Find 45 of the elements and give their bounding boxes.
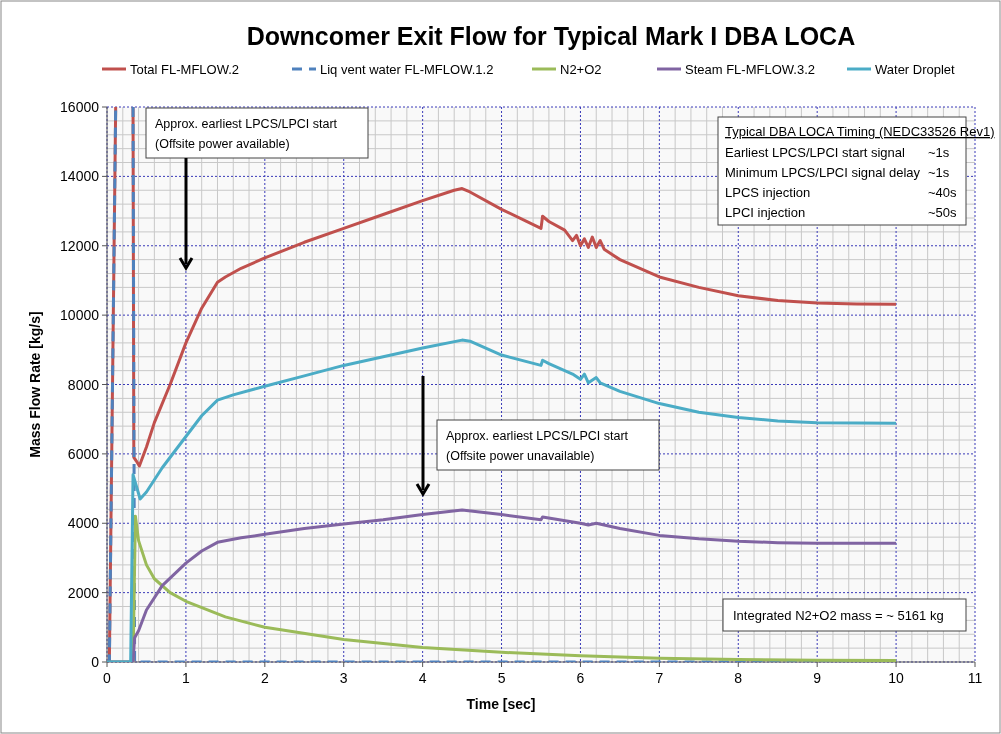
x-axis-title: Time [sec] xyxy=(466,696,536,712)
x-tick-label: 10 xyxy=(888,670,905,686)
legend-label: Liq vent water FL-MFLOW.1.2 xyxy=(320,62,494,77)
annotation: Approx. earliest LPCS/LPCI start (Offsite power available) xyxy=(155,117,338,151)
annotation: ~1s xyxy=(928,165,950,180)
annotation: ~40s xyxy=(928,185,958,200)
y-tick-label: 0 xyxy=(91,654,100,670)
annotation: LPCI injection xyxy=(725,205,806,220)
y-tick-label: 2000 xyxy=(67,584,100,601)
legend-label: N2+O2 xyxy=(560,62,602,77)
x-tick-label: 11 xyxy=(967,670,983,686)
annotation: ~1s xyxy=(928,145,950,160)
note-box: Integrated N2+O2 mass = ~ 5161 kg xyxy=(722,598,967,632)
legend-label: Steam FL-MFLOW.3.2 xyxy=(685,62,816,77)
annotation: Integrated N2+O2 mass = ~ 5161 kg xyxy=(733,608,944,623)
x-tick-label: 0 xyxy=(103,670,112,686)
y-tick-label: 10000 xyxy=(60,307,100,324)
x-tick-label: 8 xyxy=(734,670,743,686)
annotation: Typical DBA LOCA Timing (NEDC33526 Rev1) xyxy=(725,124,995,139)
x-tick-label: 5 xyxy=(497,670,506,686)
x-tick-label: 9 xyxy=(813,670,822,686)
y-tick-label: 6000 xyxy=(67,445,100,462)
x-tick-label: 2 xyxy=(260,670,269,686)
annotation: Approx. earliest LPCS/LPCI start (Offsite power unavailable) xyxy=(446,429,629,463)
annotation: Earliest LPCS/LPCI start signal xyxy=(725,145,906,160)
x-tick-label: 3 xyxy=(339,670,348,686)
y-tick-label: 8000 xyxy=(67,376,100,393)
annotation: LPCS injection xyxy=(725,185,811,200)
x-tick-label: 1 xyxy=(182,670,191,686)
chart-title: Downcomer Exit Flow for Typical Mark I DBA LOCA xyxy=(246,22,856,50)
annotation: ~50s xyxy=(928,205,958,220)
annotation: Minimum LPCS/LPCI signal delay xyxy=(725,165,921,180)
x-tick-label: 4 xyxy=(418,670,427,686)
legend-label: Water Droplet xyxy=(875,62,956,77)
y-tick-label: 16000 xyxy=(60,99,100,115)
line-series xyxy=(107,338,898,662)
y-tick-label: 14000 xyxy=(60,168,100,185)
x-tick-label: 6 xyxy=(576,670,585,686)
note-box: Approx. earliest LPCS/LPCI start (Offsite power available) xyxy=(145,107,369,159)
legend-label: Total FL-MFLOW.2 xyxy=(130,62,240,77)
note-box: Approx. earliest LPCS/LPCI start (Offsite power unavailable) xyxy=(436,419,660,471)
y-axis-title: Mass Flow Rate [kg/s] xyxy=(27,311,43,458)
y-tick-label: 12000 xyxy=(60,237,100,254)
x-tick-label: 7 xyxy=(655,670,664,686)
y-tick-label: 4000 xyxy=(67,515,100,532)
